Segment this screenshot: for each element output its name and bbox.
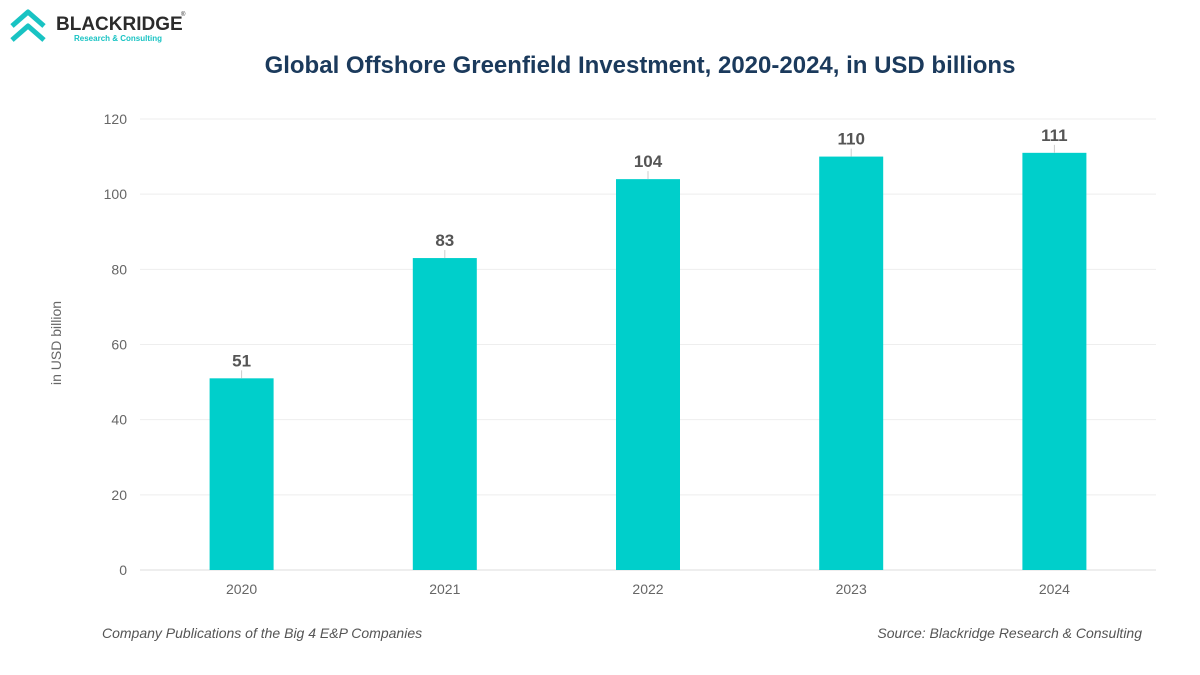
data-label: 104 (634, 152, 663, 171)
x-tick-label: 2024 (1039, 581, 1070, 597)
x-tick-label: 2023 (836, 581, 867, 597)
data-label: 111 (1041, 126, 1068, 145)
bar (819, 156, 884, 571)
x-tick-label: 2021 (429, 581, 460, 597)
y-tick-label: 100 (104, 186, 128, 202)
logo-name: BLACKRIDGE (56, 14, 183, 35)
logo-registered: ® (181, 11, 186, 18)
y-tick-label: 60 (111, 337, 127, 353)
data-label: 83 (435, 231, 454, 250)
x-tick-label: 2020 (226, 581, 257, 597)
blackridge-logo: BLACKRIDGE ® Research & Consulting (10, 9, 186, 43)
y-tick-label: 20 (111, 487, 127, 503)
bar (1022, 152, 1087, 570)
footer-source: Source: Blackridge Research & Consulting (877, 625, 1142, 641)
y-tick-label: 80 (111, 261, 127, 277)
data-label: 110 (837, 130, 864, 149)
y-tick-label: 0 (119, 562, 127, 578)
y-axis-label: in USD billion (48, 301, 64, 385)
chevron-logo-icon (10, 9, 46, 42)
y-tick-label: 40 (111, 412, 127, 428)
x-tick-label: 2022 (632, 581, 663, 597)
data-label: 51 (232, 351, 251, 370)
chart-title: Global Offshore Greenfield Investment, 2… (264, 52, 1016, 79)
footer-note: Company Publications of the Big 4 E&P Co… (102, 625, 423, 641)
bar (616, 179, 680, 570)
logo-tagline: Research & Consulting (74, 34, 162, 43)
bar (412, 258, 477, 570)
bar (209, 378, 274, 570)
y-tick-label: 120 (104, 111, 128, 127)
